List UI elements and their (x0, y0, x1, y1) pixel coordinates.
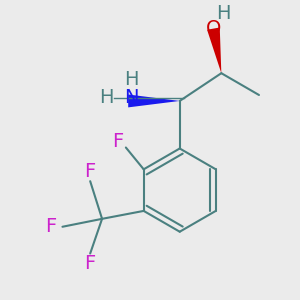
Text: F: F (85, 162, 96, 181)
Text: H: H (99, 88, 114, 107)
Text: O: O (206, 19, 221, 38)
Text: N: N (124, 88, 138, 107)
Text: F: F (45, 217, 56, 236)
Polygon shape (128, 94, 180, 107)
Text: H: H (124, 70, 138, 88)
Text: H: H (216, 4, 231, 23)
Text: F: F (112, 132, 124, 151)
Text: F: F (85, 254, 96, 273)
Polygon shape (207, 28, 221, 73)
